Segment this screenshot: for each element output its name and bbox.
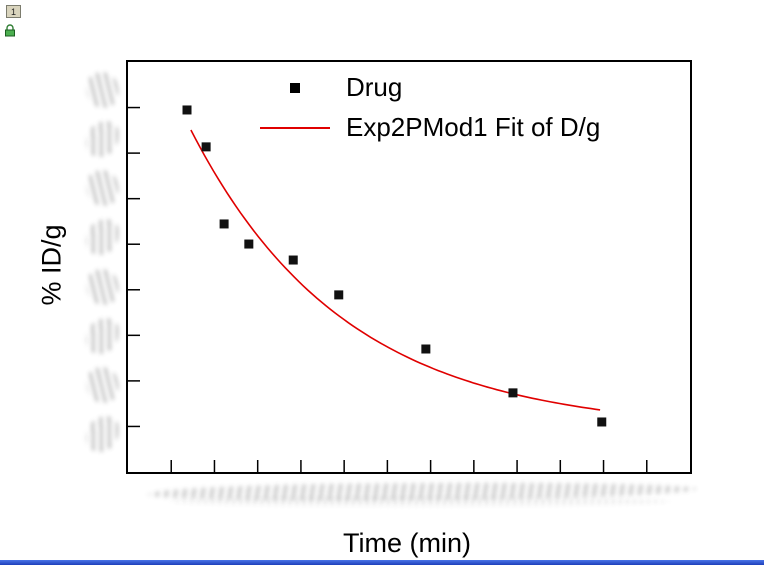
x-axis-title: Time (min) [343,528,471,558]
legend[interactable]: Drug Exp2PMod1 Fit of D/g [256,72,600,143]
legend-label: Exp2PMod1 Fit of D/g [346,112,601,142]
smudged-tick-label [83,268,121,305]
x-axis-tick-labels-smudged-faint [170,497,670,506]
smudged-tick-label [83,170,121,207]
window-bottom-edge [0,560,764,565]
y-axis-title: % ID/g [36,224,67,306]
smudged-tick-label [84,121,120,158]
legend-entry-fit: Exp2PMod1 Fit of D/g [256,112,600,143]
square-marker-icon [290,82,300,93]
page-number-badge[interactable]: 1 [6,5,21,18]
legend-marker-cell [256,82,334,93]
legend-marker-cell [256,126,334,129]
lock-icon [4,24,16,37]
smudged-tick-label [83,71,121,109]
smudged-tick-label [84,317,120,354]
legend-label: Drug [346,72,403,102]
legend-entry-drug: Drug [256,72,600,103]
plot-area: Drug Exp2PMod1 Fit of D/g [126,60,692,474]
smudged-tick-label [83,366,121,403]
smudged-tick-label [84,219,120,256]
smudged-tick-label [84,416,120,452]
fit-line-icon [260,126,330,129]
y-axis-tick-labels-smudged [83,71,122,452]
plot-svg [128,105,648,472]
